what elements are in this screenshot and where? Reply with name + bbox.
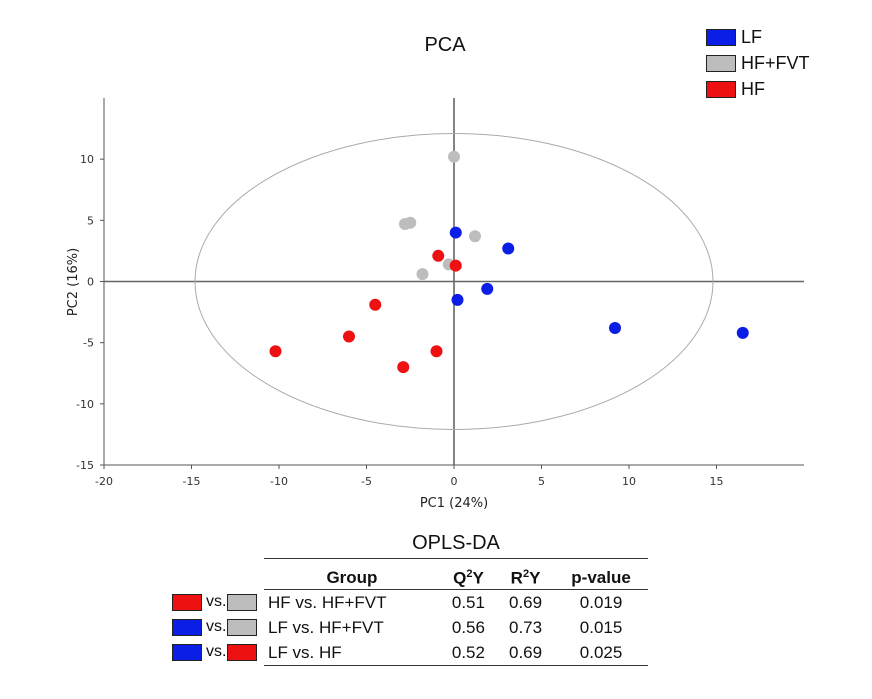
x-tick-label: 0 — [451, 475, 458, 488]
x-tick-label: -10 — [270, 475, 288, 488]
point-hf — [269, 345, 282, 358]
y-tick-label: -5 — [83, 337, 94, 350]
y-axis-label: PC2 (16%) — [66, 248, 81, 316]
x-tick-label: 15 — [710, 475, 724, 488]
comparison-vs-label: vs. — [206, 643, 227, 660]
comparison-swatch-left — [172, 593, 202, 611]
row-pvalue: 0.019 — [579, 592, 623, 612]
header-q2y: Q2Y — [439, 558, 497, 590]
row-pvalue: 0.025 — [554, 640, 648, 666]
legend-label-hf-fvt: HF+FVT — [741, 52, 810, 73]
y-tick-label: 0 — [87, 276, 94, 289]
row-r2y: 0.69 — [496, 640, 555, 666]
comparison-key-row: vs. — [172, 615, 258, 640]
legend-label-lf: LF — [741, 26, 763, 47]
point-hf — [430, 345, 443, 358]
point-hf-fvt — [404, 216, 417, 229]
row-group: LF vs. HF+FVT — [268, 617, 384, 637]
y-tick-label: -15 — [76, 459, 94, 472]
row-q2y: 0.51 — [451, 592, 485, 612]
point-lf — [502, 242, 515, 255]
point-hf-fvt — [469, 230, 481, 243]
point-lf — [449, 226, 462, 239]
comparison-vs-label: vs. — [206, 593, 227, 610]
legend-swatch-hf-fvt — [706, 54, 736, 72]
comparison-swatch-right — [227, 643, 258, 661]
opls-title: OPLS-DA — [412, 532, 500, 554]
legend-swatch-lf — [706, 28, 736, 46]
table-row: LF vs. HF+FVT 0.56 0.73 0.015 — [264, 615, 648, 640]
x-tick-label: -15 — [183, 475, 201, 488]
row-q2y: 0.52 — [439, 640, 497, 666]
point-hf — [449, 259, 462, 272]
legend-swatch-hf — [706, 80, 736, 98]
opls-table: Group Q2Y R2Y p-value HF vs. HF+FVT 0.51… — [264, 558, 648, 666]
row-q2y: 0.56 — [451, 617, 485, 637]
point-lf — [736, 326, 749, 339]
legend: LF HF+FVT HF — [706, 24, 810, 102]
comparison-key-row: vs. — [172, 590, 258, 615]
comparison-color-key: vs. vs. vs. — [172, 590, 258, 665]
point-hf — [397, 361, 410, 374]
legend-label-hf: HF — [741, 78, 765, 99]
row-r2y: 0.73 — [508, 617, 543, 637]
comparison-key-row: vs. — [172, 640, 258, 665]
chart-title: PCA — [424, 34, 466, 56]
y-tick-label: -10 — [76, 398, 94, 411]
comparison-vs-label: vs. — [206, 618, 227, 635]
comparison-swatch-left — [172, 618, 202, 636]
row-r2y: 0.69 — [508, 592, 543, 612]
header-group: Group — [264, 558, 440, 590]
comparison-swatch-left — [172, 643, 202, 661]
x-tick-label: 5 — [538, 475, 545, 488]
x-tick-label: 10 — [622, 475, 636, 488]
y-tick-label: 5 — [87, 214, 94, 227]
table-row: LF vs. HF 0.52 0.69 0.025 — [264, 640, 648, 666]
point-hf — [343, 330, 355, 343]
legend-item-lf: LF — [706, 24, 810, 50]
row-group: HF vs. HF+FVT — [268, 592, 387, 612]
table-row: HF vs. HF+FVT 0.51 0.69 0.019 — [264, 590, 648, 616]
point-hf — [432, 249, 445, 262]
point-lf — [481, 282, 494, 295]
legend-item-hf: HF — [706, 76, 810, 102]
point-lf — [609, 321, 621, 334]
point-hf — [369, 298, 382, 311]
confidence-ellipse — [194, 132, 714, 431]
y-tick-label: 10 — [80, 153, 94, 166]
comparison-swatch-right — [227, 618, 258, 636]
header-pvalue: p-value — [554, 558, 648, 590]
x-axis-label: PC1 (24%) — [420, 496, 488, 511]
x-tick-label: -5 — [361, 475, 372, 488]
point-hf-fvt — [448, 150, 460, 163]
row-pvalue: 0.015 — [579, 617, 623, 637]
opls-header-row: Group Q2Y R2Y p-value — [264, 558, 648, 590]
legend-item-hf-fvt: HF+FVT — [706, 50, 810, 76]
comparison-swatch-right — [227, 593, 258, 611]
x-tick-label: -20 — [95, 475, 113, 488]
point-hf-fvt — [416, 268, 429, 281]
row-group: LF vs. HF — [264, 640, 440, 666]
point-lf — [451, 293, 464, 306]
header-r2y: R2Y — [496, 558, 555, 590]
